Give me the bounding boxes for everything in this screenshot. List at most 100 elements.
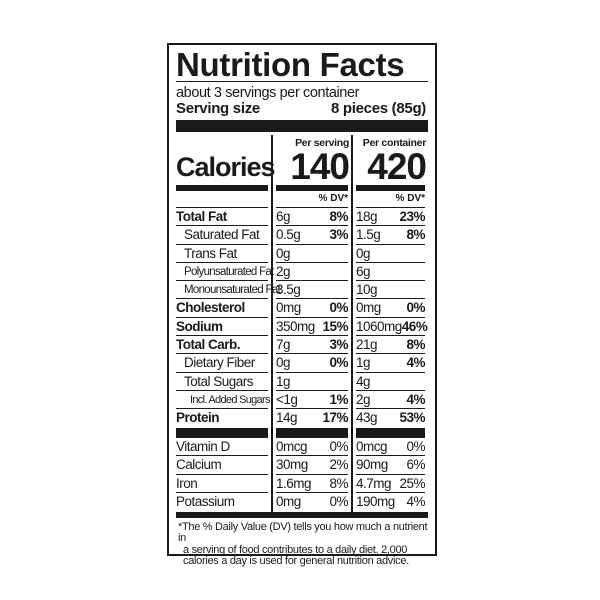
serving-dv: 15%	[322, 318, 348, 334]
nutrient-serving-cell: 30mg 2%	[276, 456, 348, 475]
container-amount: 90mg	[356, 457, 388, 473]
serving-amount: 30mg	[276, 457, 308, 473]
container-dv: 0%	[406, 300, 425, 316]
serving-dv: 8%	[329, 475, 348, 491]
nutrient-container-cell: 6g	[356, 263, 425, 282]
serving-size-row: Serving size 8 pieces (85g)	[176, 101, 428, 117]
nutrient-serving-cell: 1.6mg 8%	[276, 475, 348, 494]
serving-amount: 7g	[276, 337, 291, 353]
nutrient-name: Sodium	[176, 318, 223, 334]
serving-dv: 3%	[329, 337, 348, 353]
nutrient-name: Monounsaturated Fat	[184, 284, 281, 297]
serving-amount: 0mcg	[276, 438, 308, 454]
container-dv: 4%	[406, 494, 425, 510]
nutrient-serving-cell: 0mcg 0%	[276, 438, 348, 457]
container-dv: 0%	[406, 438, 425, 454]
serving-dv: 17%	[322, 410, 348, 426]
nutrient-name: Total Carb.	[176, 337, 241, 353]
serving-amount: 3.5g	[276, 282, 301, 298]
nutrient-name: Dietary Fiber	[184, 355, 255, 371]
thick-divider	[176, 120, 428, 132]
serving-dv: 8%	[329, 209, 348, 224]
nutrient-name: Vitamin D	[176, 438, 230, 454]
serving-dv: 2%	[329, 457, 348, 473]
nutrient-name: Total Fat	[176, 209, 227, 224]
nutrient-container-cell: 4.7mg 25%	[356, 475, 425, 494]
nutrient-container-cell: 0mcg 0%	[356, 438, 425, 457]
nutrient-name: Potassium	[176, 494, 235, 510]
serving-dv: 0%	[329, 355, 348, 371]
nutrient-name: Cholesterol	[176, 300, 245, 316]
column-divider	[351, 135, 353, 512]
nutrient-name-cell: Total Sugars	[176, 373, 268, 391]
nutrient-container-cell: 18g 23%	[356, 208, 425, 227]
container-dv: 6%	[406, 457, 425, 473]
nutrient-serving-cell: 0mg 0%	[276, 493, 348, 512]
column-bar	[276, 427, 348, 438]
footnote-line: a serving of food contributes to a daily…	[183, 543, 408, 556]
nutrient-serving-cell: <1g 1%	[276, 391, 348, 410]
nutrient-name: Saturated Fat	[184, 227, 260, 243]
serving-amount: 0mg	[276, 300, 301, 316]
container-dv: 4%	[406, 391, 425, 407]
serving-amount: 2g	[276, 263, 291, 279]
calories-label: Calories	[176, 152, 276, 182]
per-container-column: Per container 420 % DV* 18g 23% 1.5g 8% 0g 6g…	[353, 135, 428, 512]
calories-per-container: 420	[367, 146, 427, 187]
nutrient-name: Total Sugars	[184, 373, 254, 389]
column-bar	[356, 185, 425, 191]
dv-header-container: % DV*	[356, 191, 425, 208]
nutrient-container-cell: 21g 8%	[356, 336, 425, 355]
nutrient-serving-cell: 350mg 15%	[276, 318, 348, 337]
container-amount: 0g	[356, 245, 371, 261]
nutrition-facts-label: Nutrition Facts about 3 servings per con…	[167, 43, 437, 567]
container-dv: 25%	[399, 475, 425, 491]
nutrient-name-cell: Total Carb.	[176, 336, 268, 355]
nutrient-name: Incl. Added Sugars	[190, 393, 270, 406]
footnote-line: *The % Daily Value (DV) tells you how mu…	[178, 520, 428, 545]
container-amount: 2g	[356, 391, 371, 407]
nutrient-container-cell: 4g	[356, 373, 425, 391]
serving-amount: 0g	[276, 355, 291, 371]
label-title: Nutrition Facts	[176, 46, 405, 83]
column-bar	[276, 185, 348, 191]
nutrient-container-cell: 10g	[356, 281, 425, 300]
serving-dv: 1%	[329, 391, 348, 407]
container-amount: 1.5g	[356, 227, 381, 243]
dv-blank	[176, 191, 268, 208]
nutrient-name-cell: Protein	[176, 409, 268, 427]
footnote: *The % Daily Value (DV) tells you how mu…	[176, 520, 428, 568]
serving-dv: 0%	[329, 438, 348, 454]
container-amount: 1g	[356, 355, 371, 371]
nutrient-serving-cell: 14g 17%	[276, 409, 348, 427]
container-dv: 8%	[406, 337, 425, 353]
nutrient-container-cell: 0mg 0%	[356, 299, 425, 318]
serving-size-value: 8 pieces (85g)	[330, 100, 426, 117]
nutrient-container-cell: 2g 4%	[356, 391, 425, 410]
nutrient-container-cell: 190mg 4%	[356, 493, 425, 512]
nutrient-name-cell: Calcium	[176, 456, 268, 475]
column-bar	[356, 427, 425, 438]
nutrient-serving-cell: 0g 0%	[276, 354, 348, 373]
column-bar	[176, 185, 268, 191]
nutrient-serving-cell: 3.5g	[276, 281, 348, 300]
nutrient-name-cell: Cholesterol	[176, 299, 268, 318]
nutrient-name: Calcium	[176, 457, 222, 473]
container-amount: 4g	[356, 373, 371, 389]
serving-dv: 0%	[329, 300, 348, 316]
serving-amount: 1g	[276, 373, 291, 389]
nutrient-name: Trans Fat	[184, 245, 237, 261]
footnote-line: calories a day is used for general nutri…	[183, 555, 409, 568]
serving-amount: <1g	[276, 391, 298, 407]
nutrient-name-cell: Iron	[176, 475, 268, 494]
serving-amount: 0.5g	[276, 227, 301, 243]
serving-size-label: Serving size	[176, 100, 260, 117]
nutrient-name-cell: Dietary Fiber	[176, 354, 268, 373]
nutrient-name-cell: Trans Fat	[176, 245, 268, 263]
container-amount: 6g	[356, 263, 371, 279]
container-amount: 1060mg	[356, 318, 402, 334]
nutrient-name-cell: Saturated Fat	[176, 226, 268, 245]
serving-dv: 3%	[329, 227, 348, 243]
container-amount: 21g	[356, 337, 378, 353]
serving-amount: 6g	[276, 209, 291, 224]
